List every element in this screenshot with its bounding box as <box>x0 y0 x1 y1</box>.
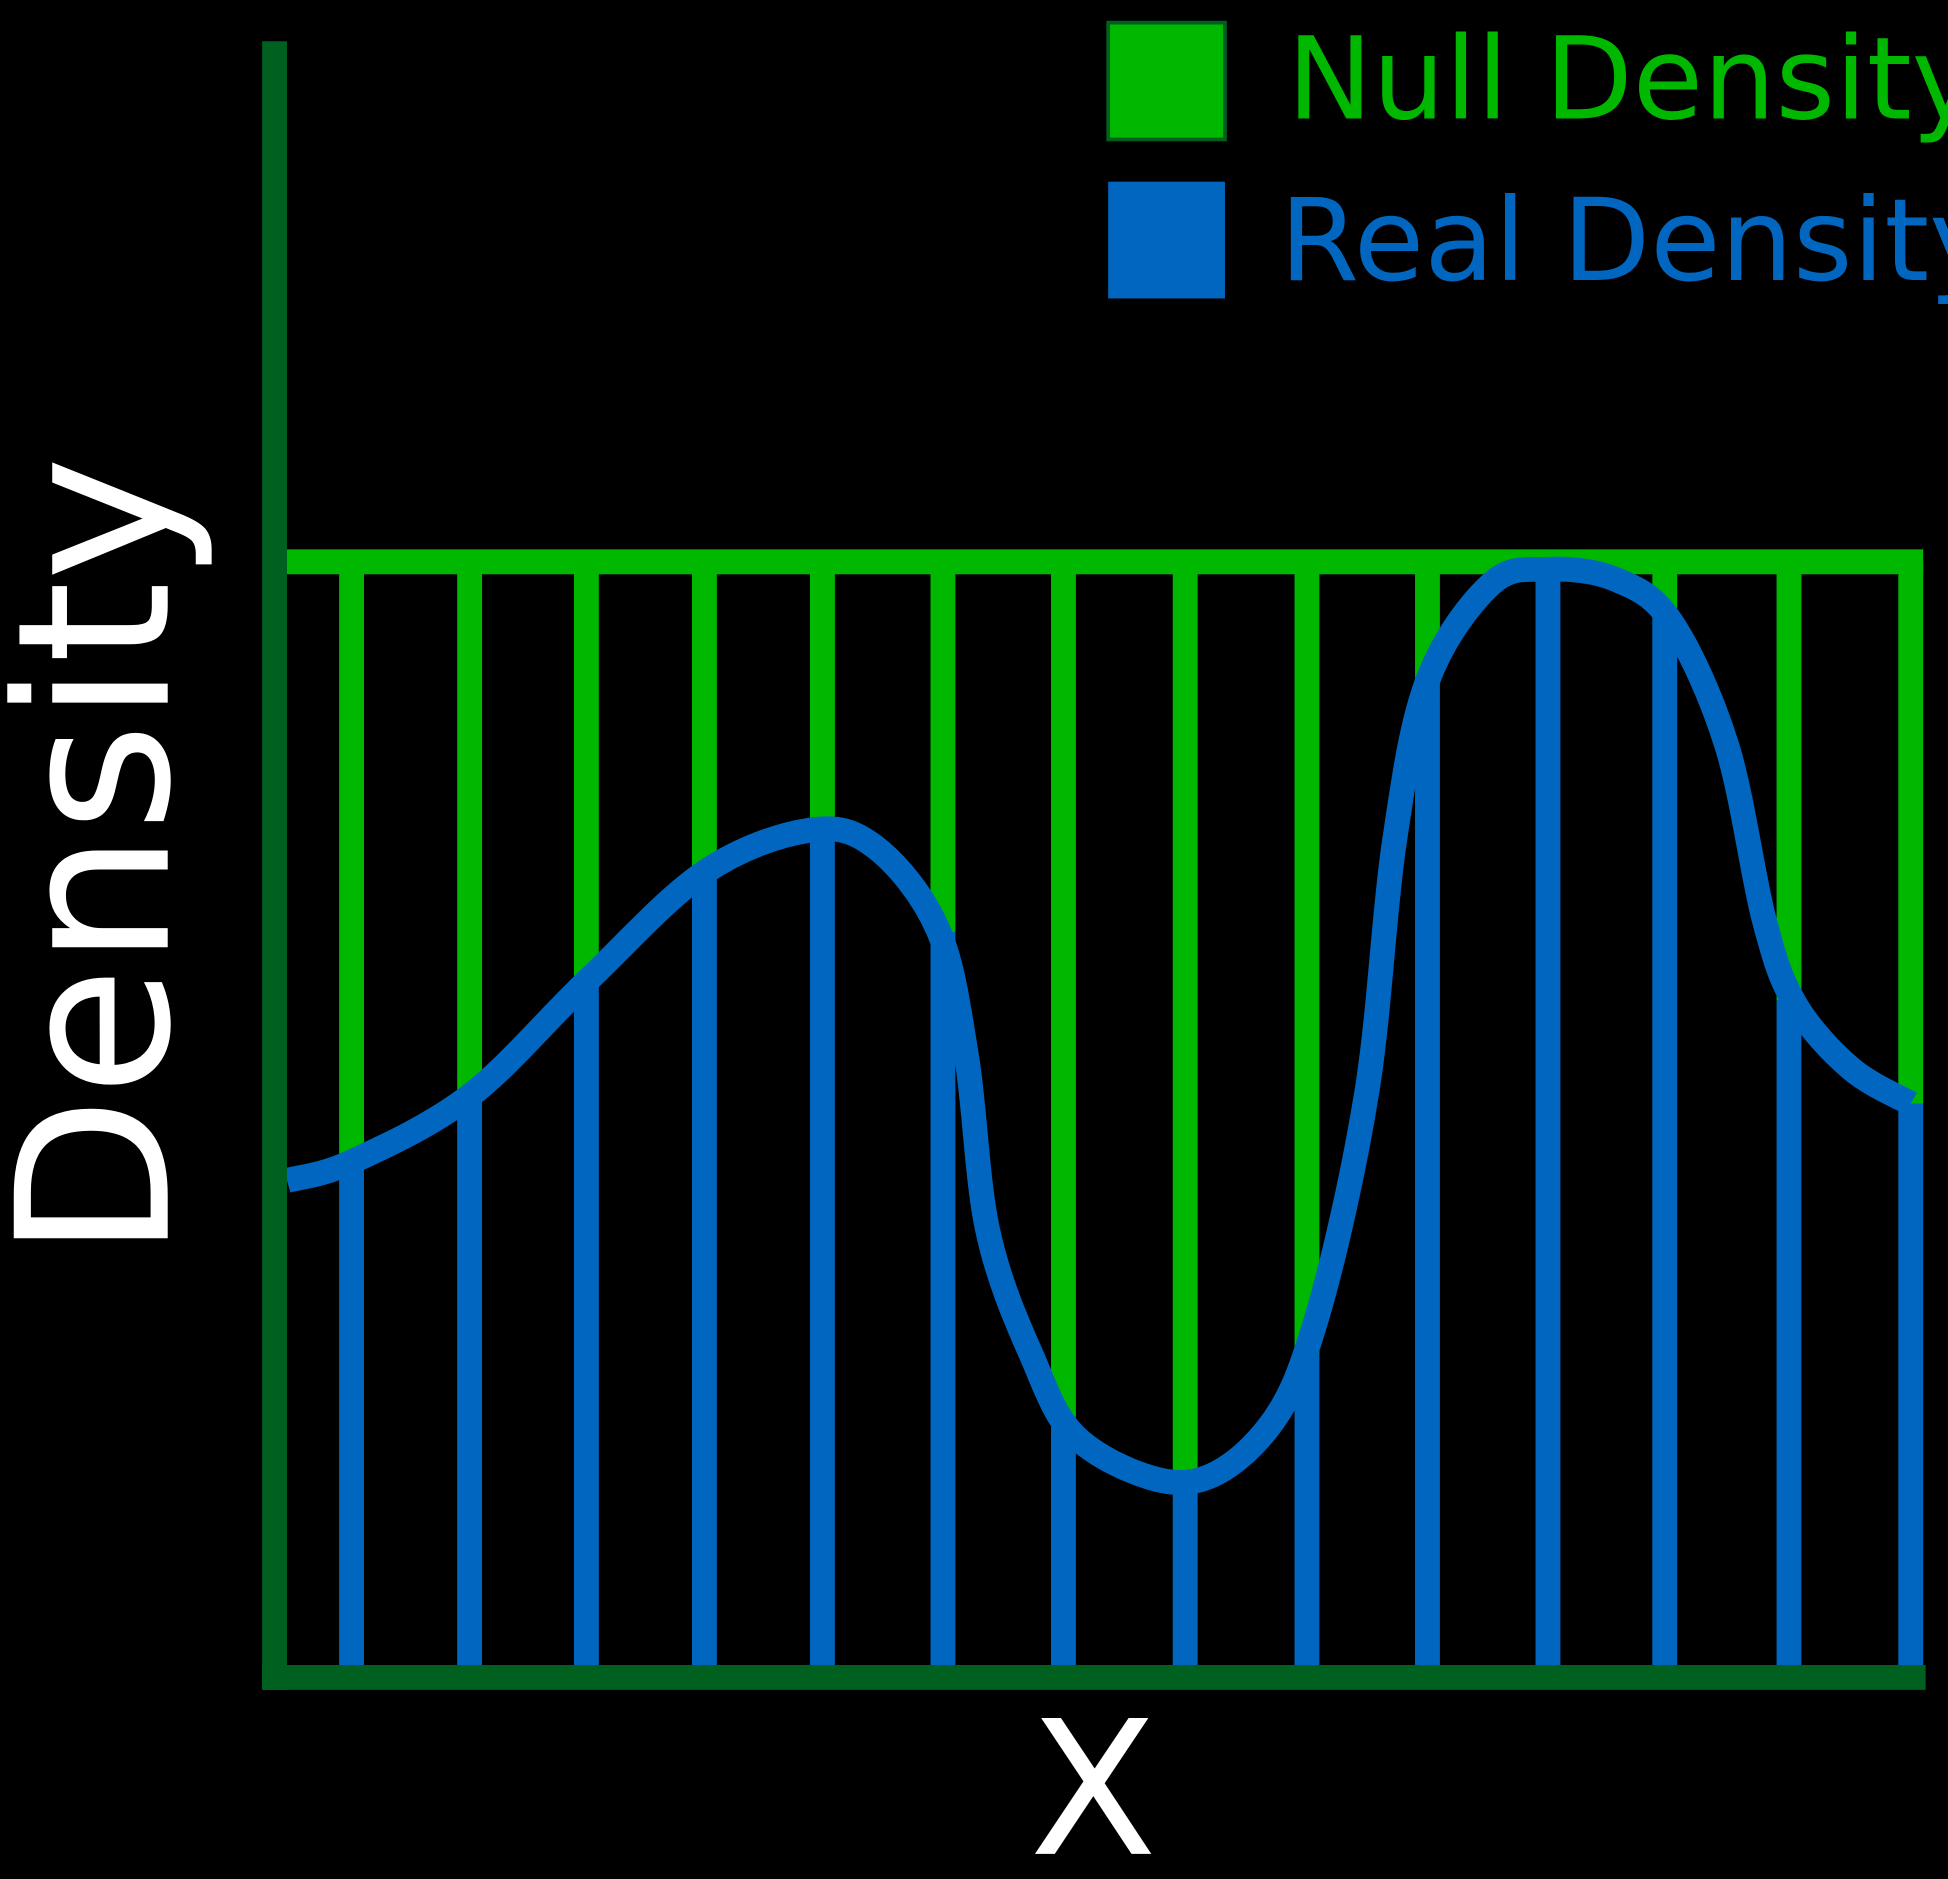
legend-swatch-null <box>1106 20 1227 142</box>
density-bars <box>339 561 1924 1666</box>
x-axis-label: X <box>1029 1681 1157 1879</box>
y-axis-label: Density <box>0 456 218 1259</box>
real-density-curve <box>283 556 1917 1495</box>
legend-swatch-real <box>1108 181 1225 299</box>
legend-label-real: Real Density <box>1280 174 1948 307</box>
legend-label-null: Null Density <box>1287 12 1948 145</box>
